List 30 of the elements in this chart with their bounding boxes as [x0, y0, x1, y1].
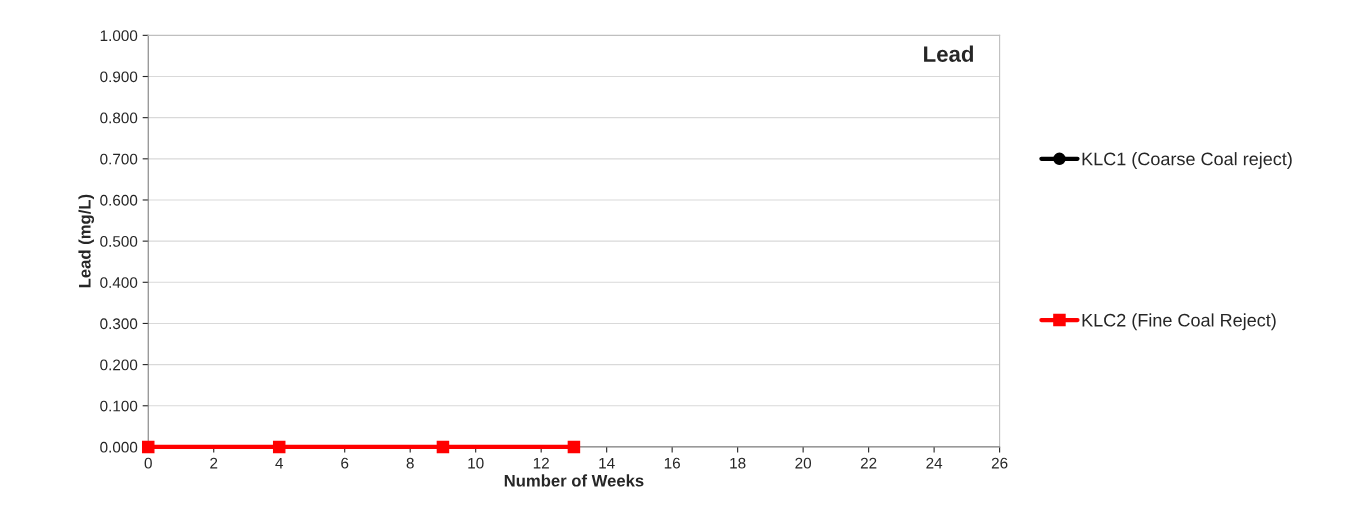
- y-axis-title: Lead (mg/L): [78, 194, 95, 288]
- y-tick-label: 0.800: [100, 112, 138, 124]
- legend-label: KLC2 (Fine Coal Reject): [1082, 313, 1276, 331]
- x-tick-label: 18: [730, 457, 746, 469]
- x-tick-label: 20: [795, 457, 812, 469]
- y-tick-label: 0.000: [100, 441, 138, 453]
- x-tick-label: 4: [275, 457, 284, 469]
- chart-title: Lead: [924, 45, 973, 62]
- x-tick-label: 12: [533, 457, 549, 469]
- x-tick-label: 22: [860, 457, 877, 469]
- x-tick-label: 0: [144, 457, 152, 469]
- y-tick-label: 0.700: [100, 153, 138, 165]
- x-tick-label: 16: [664, 457, 680, 469]
- x-tick-label: 26: [991, 457, 1008, 469]
- y-tick-label: 0.400: [100, 277, 138, 288]
- x-tick-label: 8: [406, 457, 414, 469]
- x-axis-title: Number of Weeks: [504, 474, 644, 487]
- y-tick-label: 0.100: [100, 400, 138, 412]
- legend-label: KLC1 (Coarse Coal reject): [1082, 152, 1292, 169]
- x-tick-label: 2: [210, 457, 218, 469]
- y-tick-label: 0.200: [100, 359, 138, 371]
- y-tick-label: 1.000: [100, 30, 138, 42]
- y-tick-label: 0.500: [100, 236, 138, 247]
- x-tick-label: 24: [926, 457, 943, 469]
- y-tick-label: 0.600: [100, 194, 138, 206]
- x-tick-label: 14: [599, 457, 615, 469]
- y-tick-label: 0.300: [100, 318, 138, 330]
- x-tick-label: 6: [341, 457, 349, 469]
- x-tick-label: 10: [468, 457, 484, 469]
- y-tick-label: 0.900: [100, 71, 138, 83]
